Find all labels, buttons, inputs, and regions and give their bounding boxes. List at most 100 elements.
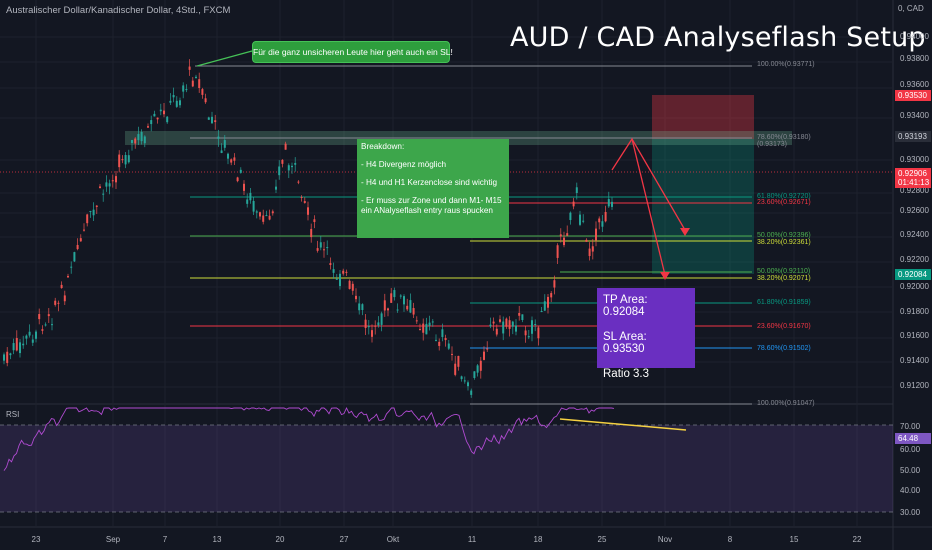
candle-body bbox=[19, 342, 21, 354]
candle-body bbox=[211, 116, 213, 124]
price-tick: 0.93800 bbox=[900, 54, 929, 63]
candle-body bbox=[291, 165, 293, 168]
candle-body bbox=[9, 353, 12, 356]
candle-body bbox=[604, 211, 607, 222]
candle-body bbox=[409, 300, 412, 313]
candle-body bbox=[143, 136, 146, 144]
candle-body bbox=[294, 163, 297, 165]
candle-body bbox=[191, 80, 194, 87]
breakdown-note[interactable]: Breakdown: - H4 Divergenz möglich - H4 u… bbox=[357, 139, 509, 238]
candle-body bbox=[230, 159, 233, 163]
candle-body bbox=[329, 263, 332, 266]
fib-label: 61.80%(0.91859) bbox=[757, 299, 811, 306]
candle-body bbox=[390, 293, 393, 303]
candle-body bbox=[281, 159, 284, 164]
candle-body bbox=[137, 134, 140, 141]
fib-label: 50.00%(0.92396) bbox=[757, 232, 811, 239]
candle-body bbox=[271, 211, 274, 214]
candle-body bbox=[479, 360, 482, 371]
candle-body bbox=[246, 199, 249, 204]
candle-body bbox=[361, 304, 364, 311]
candle-body bbox=[492, 321, 495, 324]
candle-body bbox=[86, 214, 89, 224]
candle-body bbox=[6, 351, 9, 363]
candle-body bbox=[495, 328, 498, 335]
sl-callout[interactable]: Für die ganz unsicheren Leute hier geht … bbox=[252, 41, 453, 63]
sl-price-tag: 0.93530 bbox=[895, 90, 931, 101]
rsi-divergence-line bbox=[559, 418, 687, 431]
candle-body bbox=[601, 221, 604, 227]
candle-body bbox=[591, 246, 594, 252]
candle-body bbox=[585, 239, 588, 242]
candle-body bbox=[188, 66, 191, 70]
candle-body bbox=[444, 338, 447, 341]
candle-body bbox=[473, 371, 476, 378]
candle-body bbox=[287, 165, 290, 171]
candle-body bbox=[534, 324, 537, 326]
trade-summary-box[interactable]: TP Area: 0.92084 SL Area: 0.93530 Ratio … bbox=[597, 288, 695, 380]
candle-body bbox=[319, 242, 322, 248]
candle-body bbox=[431, 321, 434, 323]
fib-label: 38.20%(0.92071) bbox=[757, 275, 811, 282]
candle-body bbox=[131, 140, 133, 143]
candle-body bbox=[527, 336, 530, 338]
candle-body bbox=[476, 365, 479, 373]
candle-body bbox=[335, 278, 338, 280]
candle-body bbox=[15, 338, 18, 351]
candle-body bbox=[447, 343, 450, 349]
fib-label: 61.80%(0.92720) bbox=[757, 193, 811, 200]
candle-body bbox=[415, 320, 418, 322]
price-tick: 0.92000 bbox=[900, 282, 929, 291]
candle-body bbox=[227, 153, 229, 159]
candle-body bbox=[223, 140, 226, 148]
candle-body bbox=[313, 219, 316, 223]
breakdown-title: Breakdown: bbox=[361, 142, 405, 151]
candle-body bbox=[204, 98, 207, 103]
candle-body bbox=[63, 295, 66, 302]
price-tick: 0.92800 bbox=[900, 186, 929, 195]
candle-body bbox=[460, 376, 463, 380]
candle-body bbox=[92, 209, 95, 216]
candle-body bbox=[38, 314, 41, 320]
candle-body bbox=[236, 177, 239, 182]
fib-label: 23.60%(0.91670) bbox=[757, 323, 811, 330]
candle-body bbox=[47, 314, 50, 317]
candle-body bbox=[377, 322, 380, 326]
candle-body bbox=[67, 276, 69, 278]
rsi-tick: 60.00 bbox=[900, 445, 921, 454]
candle-body bbox=[508, 320, 511, 329]
breakdown-line-3: - Er muss zur Zone und dann M1- M15 ein … bbox=[361, 196, 502, 215]
candle-body bbox=[255, 211, 258, 213]
candle-body bbox=[102, 193, 105, 195]
rsi-line bbox=[3, 406, 615, 471]
candle-body bbox=[559, 234, 562, 237]
candle-body bbox=[233, 157, 236, 161]
sl-area-text: SL Area: 0.93530 bbox=[603, 331, 647, 355]
candle-body bbox=[214, 120, 217, 123]
candle-body bbox=[111, 180, 114, 182]
candle-body bbox=[239, 169, 242, 173]
candle-body bbox=[182, 85, 185, 92]
rsi-band bbox=[0, 425, 893, 512]
candle-body bbox=[611, 201, 613, 207]
candle-body bbox=[531, 320, 533, 334]
time-tick: 22 bbox=[852, 535, 862, 544]
candle-body bbox=[172, 95, 175, 98]
candle-body bbox=[355, 295, 357, 300]
candle-body bbox=[454, 363, 457, 375]
candle-body bbox=[380, 313, 383, 325]
rsi-tick: 30.00 bbox=[900, 508, 921, 517]
candle-body bbox=[332, 269, 335, 273]
price-tick: 0.92600 bbox=[900, 206, 929, 215]
tp-area-text: TP Area: 0.92084 bbox=[603, 294, 648, 318]
candle-body bbox=[207, 117, 210, 120]
price-tick: 0.91600 bbox=[900, 331, 929, 340]
candle-body bbox=[115, 176, 117, 183]
candle-body bbox=[105, 182, 108, 187]
candle-body bbox=[140, 132, 143, 142]
candle-body bbox=[243, 183, 245, 191]
time-tick: 7 bbox=[162, 535, 168, 544]
candle-body bbox=[201, 89, 204, 95]
